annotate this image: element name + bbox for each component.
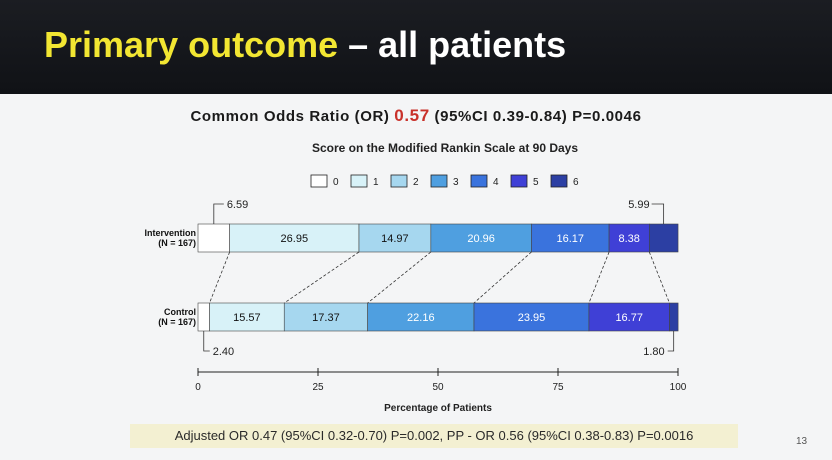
legend-label: 4 xyxy=(493,177,499,188)
x-axis-title: Percentage of Patients xyxy=(384,403,492,414)
connector-line xyxy=(588,251,610,304)
row-label: Intervention xyxy=(144,228,196,238)
bar-segment xyxy=(229,223,360,253)
bar-segment xyxy=(669,302,679,332)
x-tick-label: 50 xyxy=(432,382,444,393)
legend-swatch xyxy=(390,174,408,188)
x-tick-label: 75 xyxy=(552,382,564,393)
callout-line xyxy=(203,331,210,352)
legend-swatch xyxy=(430,174,448,188)
bar-value-label: 23.95 xyxy=(518,312,546,324)
legend-label: 3 xyxy=(453,177,459,188)
bar-segment xyxy=(531,223,610,253)
connector-line xyxy=(473,251,532,304)
bar-segment xyxy=(430,223,532,253)
connector-line xyxy=(284,251,360,304)
bar-value-label: 17.37 xyxy=(312,312,340,324)
legend-label: 6 xyxy=(573,177,579,188)
bar-value-label: 20.96 xyxy=(467,233,495,245)
slide-title-rest: – all patients xyxy=(338,24,567,65)
callout-line xyxy=(651,203,665,224)
row-sublabel: (N = 167) xyxy=(158,238,196,248)
footer-highlight xyxy=(130,424,738,448)
page-number: 13 xyxy=(796,436,808,447)
bar-value-label: 22.16 xyxy=(407,312,435,324)
legend-swatch xyxy=(350,174,368,188)
title-bar xyxy=(0,0,832,94)
bar-value-label: 8.38 xyxy=(618,233,639,245)
bar-segment xyxy=(648,223,679,253)
bar-segment xyxy=(358,223,432,253)
bar-segment xyxy=(197,302,210,332)
legend-swatch xyxy=(310,174,328,188)
bar-segment xyxy=(197,223,230,253)
connector-line xyxy=(209,251,231,304)
row-label: Control xyxy=(164,307,196,317)
odds-ratio-prefix: Common Odds Ratio (OR) xyxy=(190,108,395,125)
bar-segment xyxy=(588,302,670,332)
x-tick-label: 25 xyxy=(312,382,324,393)
slide-title-highlight: Primary outcome xyxy=(44,24,339,65)
chart-title: Score on the Modified Rankin Scale at 90… xyxy=(311,141,579,155)
legend-label: 2 xyxy=(413,177,419,188)
legend-swatch xyxy=(510,174,528,188)
bar-value-label: 16.17 xyxy=(556,233,584,245)
legend-label: 1 xyxy=(373,177,379,188)
connector-line xyxy=(648,251,670,304)
bar-segment xyxy=(283,302,368,332)
callout-label: 2.40 xyxy=(213,346,234,358)
bar-value-label: 26.95 xyxy=(281,233,309,245)
bar-segment xyxy=(473,302,590,332)
legend-label: 0 xyxy=(333,177,339,188)
bar-value-label: 16.77 xyxy=(615,312,643,324)
connector-line xyxy=(367,251,432,304)
row-sublabel: (N = 167) xyxy=(158,317,196,327)
bar-value-label: 15.57 xyxy=(233,312,261,324)
legend-label: 5 xyxy=(533,177,539,188)
bar-value-label: 14.97 xyxy=(381,233,409,245)
odds-ratio-suffix: (95%CI 0.39-0.84) P=0.0046 xyxy=(429,108,642,125)
odds-ratio-line: Common Odds Ratio (OR) 0.57 (95%CI 0.39-… xyxy=(0,106,832,126)
callout-line xyxy=(667,331,675,352)
x-tick-label: 100 xyxy=(670,382,687,393)
odds-ratio-value: 0.57 xyxy=(394,106,430,125)
slide-title: Primary outcome – all patients xyxy=(44,24,566,66)
legend-swatch xyxy=(470,174,488,188)
footer-text: Adjusted OR 0.47 (95%CI 0.32-0.70) P=0.0… xyxy=(174,428,694,443)
callout-line xyxy=(213,203,224,224)
x-tick-label: 0 xyxy=(195,382,201,393)
callout-label: 5.99 xyxy=(628,199,649,211)
callout-label: 6.59 xyxy=(227,199,248,211)
legend-swatch xyxy=(550,174,568,188)
callout-label: 1.80 xyxy=(643,346,664,358)
